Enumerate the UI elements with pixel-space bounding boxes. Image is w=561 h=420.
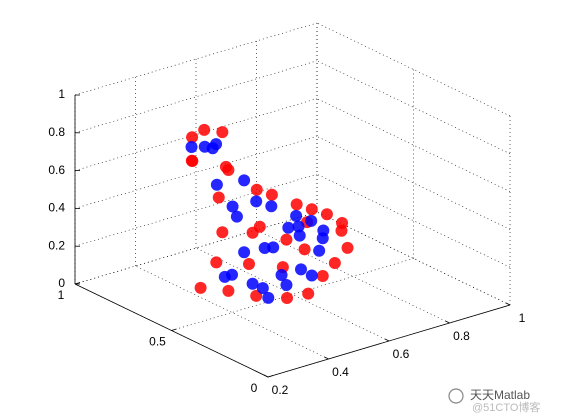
- point: [222, 284, 235, 297]
- point: [194, 281, 207, 294]
- tick-mark: [324, 356, 329, 360]
- point: [341, 241, 354, 254]
- y-tick-label: 0: [251, 381, 258, 395]
- point: [328, 257, 341, 269]
- point: [238, 174, 251, 187]
- point: [185, 140, 198, 153]
- tick-mark: [505, 302, 511, 306]
- point: [302, 287, 315, 300]
- point: [316, 232, 329, 245]
- point: [316, 270, 329, 283]
- point: [246, 277, 259, 290]
- y-tick-label: 0.5: [149, 335, 166, 349]
- point: [275, 269, 288, 281]
- z-tick-label: 0.4: [48, 201, 65, 215]
- point: [290, 198, 303, 211]
- watermark-source: @51CTO博客: [472, 400, 540, 414]
- tick-mark: [74, 282, 81, 285]
- point: [280, 233, 293, 246]
- point: [265, 200, 278, 213]
- point: [226, 268, 238, 281]
- point: [258, 242, 271, 254]
- point: [292, 220, 305, 233]
- point: [305, 214, 318, 227]
- point: [230, 210, 243, 223]
- point: [305, 269, 318, 282]
- point: [290, 209, 303, 222]
- point: [295, 263, 307, 276]
- x-tick-label: 0.2: [272, 383, 289, 397]
- y-tick-label: 1: [58, 288, 65, 302]
- point: [293, 229, 306, 242]
- point: [212, 191, 225, 204]
- point: [210, 256, 223, 269]
- point: [320, 208, 333, 221]
- x-tick-label: 0.4: [332, 365, 349, 379]
- z-tick-label: 0.2: [48, 238, 65, 252]
- point: [267, 241, 280, 254]
- point: [186, 155, 199, 168]
- point: [281, 291, 294, 304]
- x-tick-label: 1: [519, 311, 526, 325]
- watermark-icon: [448, 388, 464, 404]
- point: [222, 163, 235, 176]
- point: [186, 131, 199, 144]
- watermark-text: 天天Matlab: [470, 388, 530, 402]
- x-tick-label: 0.8: [453, 329, 470, 343]
- z-tick-label: 1: [58, 87, 65, 101]
- point: [313, 244, 326, 257]
- point: [265, 188, 278, 201]
- point: [305, 203, 318, 216]
- point: [238, 246, 251, 259]
- z-tick-label: 0: [58, 276, 65, 290]
- z-tick-label: 0.6: [48, 163, 65, 177]
- tick-mark: [445, 320, 450, 324]
- point: [298, 243, 311, 256]
- x-tick-label: 0.6: [393, 347, 410, 361]
- tick-mark: [384, 338, 390, 342]
- point: [262, 291, 275, 304]
- point: [226, 200, 239, 213]
- point: [335, 224, 348, 237]
- point: [206, 142, 219, 155]
- tick-mark: [171, 328, 177, 331]
- tick-mark: [263, 374, 269, 378]
- point: [250, 183, 263, 196]
- point: [216, 226, 229, 239]
- watermark: 天天Matlab @51CTO博客: [448, 388, 540, 414]
- point: [210, 178, 223, 191]
- point: [250, 195, 263, 208]
- point: [243, 258, 255, 271]
- z-tick-label: 0.8: [48, 125, 65, 139]
- point: [280, 278, 293, 291]
- point: [256, 282, 269, 295]
- point: [198, 123, 211, 136]
- tick-mark: [267, 375, 274, 378]
- point: [216, 126, 229, 139]
- point: [282, 221, 295, 234]
- point: [253, 220, 266, 233]
